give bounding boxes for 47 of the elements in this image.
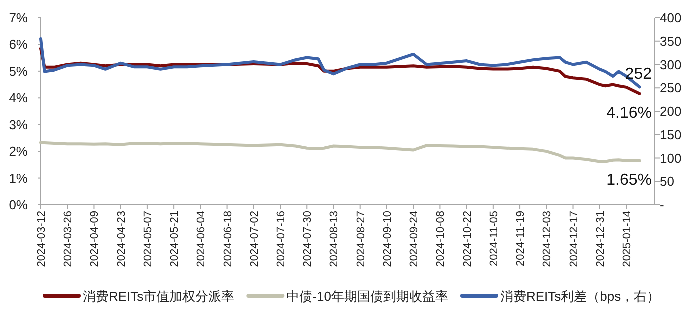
y2-tick-label: 200 bbox=[660, 104, 682, 119]
x-tick-label: 2024-03-26 bbox=[62, 211, 75, 268]
x-tick-label: 2024-12-31 bbox=[594, 211, 607, 268]
x-tick-label: 2024-07-30 bbox=[302, 211, 314, 268]
x-tick-label: 2024-03-12 bbox=[36, 211, 48, 268]
data-label: 252 bbox=[625, 66, 652, 84]
x-tick-label: 2024-04-23 bbox=[116, 211, 128, 268]
x-tick-label: 2024-05-07 bbox=[142, 211, 154, 268]
y-tick-label: 6% bbox=[9, 37, 28, 52]
y2-tick-label: 400 bbox=[660, 10, 682, 26]
y2-tick-label: 150 bbox=[660, 127, 682, 142]
legend-label: 消费REITs市值加权分派率 bbox=[83, 289, 235, 304]
y2-tick-label: - bbox=[660, 198, 664, 212]
y-tick-label: 3% bbox=[9, 117, 28, 132]
y-tick-label: 0% bbox=[9, 198, 28, 212]
x-tick-label: 2024-04-09 bbox=[89, 211, 102, 268]
x-tick-label: 2024-11-19 bbox=[515, 211, 528, 266]
x-tick-label: 2024-12-03 bbox=[542, 211, 554, 268]
y-tick-label: 1% bbox=[9, 170, 28, 186]
line-series bbox=[40, 141, 642, 164]
x-tick-label: 2025-01-14 bbox=[621, 211, 634, 268]
x-tick-label: 2024-06-04 bbox=[196, 211, 208, 268]
y2-tick-label: 100 bbox=[660, 150, 682, 166]
y-tick-label: 2% bbox=[9, 144, 28, 160]
y-tick-label: 7% bbox=[9, 10, 28, 26]
x-tick-label: 2024-08-13 bbox=[328, 211, 341, 268]
y-tick-label: 4% bbox=[9, 90, 28, 106]
y2-tick-label: 250 bbox=[660, 80, 682, 96]
x-tick-label: 2024-10-22 bbox=[462, 211, 474, 268]
x-tick-label: 2024-08-27 bbox=[355, 211, 368, 268]
x-tick-label: 2024-07-16 bbox=[276, 211, 288, 268]
x-tick-label: 2024-06-18 bbox=[222, 211, 234, 268]
y2-tick-label: 300 bbox=[660, 57, 682, 72]
legend-label: 消费REITs利差（bps，右） bbox=[500, 289, 660, 304]
x-tick-label: 2024-09-10 bbox=[382, 211, 394, 268]
x-tick-label: 2024-11-05 bbox=[488, 211, 500, 266]
y2-tick-label: 350 bbox=[660, 34, 682, 49]
data-label: 1.65% bbox=[606, 172, 652, 189]
y-tick-label: 5% bbox=[9, 64, 28, 79]
x-tick-label: 2024-12-17 bbox=[568, 211, 580, 268]
x-tick-label: 2024-05-21 bbox=[169, 211, 182, 268]
data-label: 4.16% bbox=[606, 104, 652, 122]
x-tick-label: 2024-10-08 bbox=[435, 211, 448, 268]
x-tick-label: 2024-09-24 bbox=[408, 211, 421, 268]
x-tick-label: 2024-07-02 bbox=[248, 211, 261, 268]
y2-tick-label: 50 bbox=[660, 174, 674, 190]
legend-label: 中债-10年期国债到期收益率 bbox=[286, 289, 448, 304]
